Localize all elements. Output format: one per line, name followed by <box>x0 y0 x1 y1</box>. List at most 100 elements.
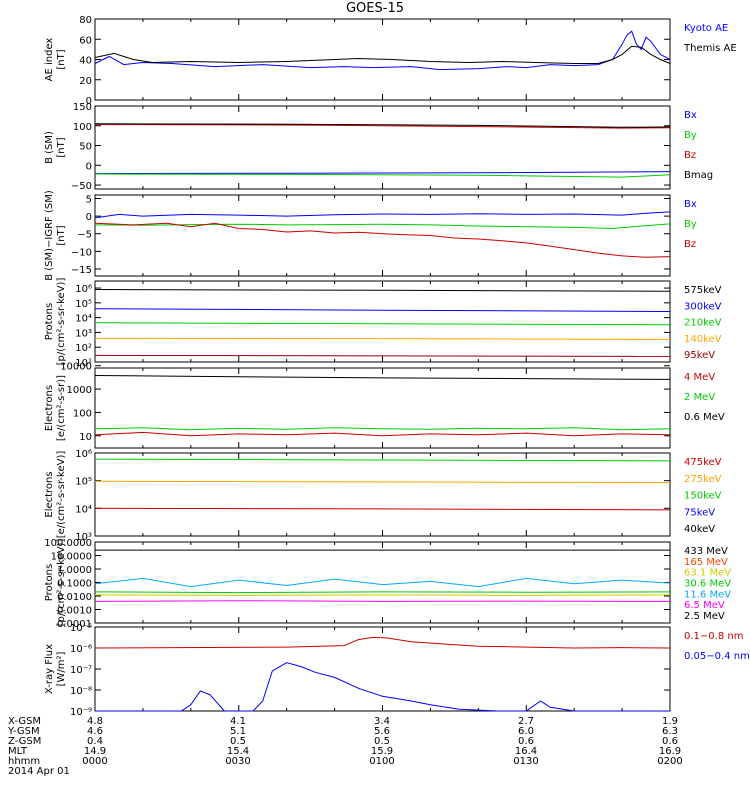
legend-entry: Bz <box>684 150 696 161</box>
y-axis-label: Protons <box>44 564 55 601</box>
series-line <box>94 211 671 219</box>
y-tick-label: 10³ <box>75 328 92 339</box>
y-tick-label: 0 <box>86 96 92 107</box>
series-line <box>94 636 671 649</box>
y-tick-label: 10⁻⁵ <box>70 623 92 634</box>
panel-5: 10 100 1000 10000 Electrons [e/(cm²-s-sr)] 4 M… <box>44 362 725 449</box>
ephem-row-label: X-GSM <box>8 716 41 727</box>
ephemeris-table: X-GSM 4.8 4.1 3.4 2.7 1.9 Y-GSM 4.6 5.1 5.6 6.0 6.3… <box>7 716 683 767</box>
y-tick-label: 10¹ <box>75 358 92 369</box>
series-line <box>94 308 671 312</box>
ephem-value: 4.6 <box>87 726 103 737</box>
ephem-value: 15.4 <box>227 746 249 757</box>
y-tick-label: 10000 <box>60 362 92 373</box>
y-tick-label: 1.0000 <box>57 565 92 576</box>
y-tick-label: −10 <box>71 247 92 258</box>
y-tick-label: 10⁴ <box>75 314 92 325</box>
legend-entry: Bx <box>684 199 697 210</box>
series-line <box>94 223 671 230</box>
y-axis-label: X-ray Flux <box>44 644 55 694</box>
y-axis-label: Electrons <box>44 385 55 431</box>
panel-frame <box>94 452 671 537</box>
series-line <box>95 662 670 712</box>
legend-entry: 275keV <box>684 474 722 485</box>
ephem-value: 6.3 <box>662 726 678 737</box>
y-tick-label: 1000 <box>67 385 92 396</box>
legend-entry: 0.1−0.8 nm <box>684 631 743 642</box>
y-axis-label: [nT] <box>56 137 67 157</box>
series-line <box>94 222 671 258</box>
series-line <box>94 480 671 484</box>
y-axis-label: B (SM) <box>44 131 55 164</box>
ephem-value: 0.6 <box>662 736 678 747</box>
y-axis-label: [p/(cm²-s-sr-keV)] <box>56 539 67 627</box>
y-tick-label: 60 <box>79 35 92 46</box>
legend-entry: 0.6 MeV <box>684 412 725 423</box>
panel-3: −15 −10 −5 0 5 B (SM)−IGRF (SM) [nT] Bx By Bz <box>44 190 697 281</box>
ephem-value: 0200 <box>657 756 682 767</box>
panel-2: −50 0 50 100 150 B (SM) [nT] Bx By Bz Bmag <box>44 102 713 192</box>
series-line <box>94 173 671 178</box>
series-line <box>94 600 671 602</box>
y-tick-label: 0 <box>86 212 92 223</box>
ephem-value: 0000 <box>82 756 107 767</box>
ephem-value: 14.9 <box>84 746 106 757</box>
ephem-value: 0.6 <box>518 736 534 747</box>
y-axis-label: Protons <box>44 303 55 340</box>
y-tick-label: 10⁻⁹ <box>70 707 92 718</box>
legend-entry: By <box>684 130 697 141</box>
panel-frame <box>94 541 671 624</box>
series-line <box>94 591 671 594</box>
y-tick-label: −5 <box>77 230 92 241</box>
legend-entry: Kyoto AE <box>684 23 728 34</box>
ephem-value: 0.5 <box>374 736 390 747</box>
y-tick-label: 100 <box>73 408 92 419</box>
date-label: 2014 Apr 01 <box>8 766 70 777</box>
y-axis-label: [nT] <box>56 49 67 69</box>
legend-entry: Bz <box>684 239 696 250</box>
legend-entry: 210keV <box>684 318 722 329</box>
series-line <box>94 375 671 380</box>
y-tick-label: 150 <box>73 102 92 113</box>
y-tick-label: 80 <box>79 15 92 26</box>
legend-entry: 4 MeV <box>684 372 715 383</box>
y-tick-label: 10.0000 <box>51 552 92 563</box>
ephem-value: 0100 <box>369 756 394 767</box>
legend-entry: 2.5 MeV <box>684 611 725 622</box>
y-tick-label: 20 <box>79 76 92 87</box>
series-line <box>94 322 671 326</box>
ephem-row-label: Y-GSM <box>7 726 40 737</box>
y-tick-label: 10⁻⁷ <box>70 665 92 676</box>
legend-entry: 30.6 MeV <box>684 579 731 590</box>
ephem-value: 0030 <box>225 756 250 767</box>
ephem-value: 5.1 <box>230 726 246 737</box>
ephem-value: 0.4 <box>87 736 103 747</box>
series-line <box>94 507 671 511</box>
legend-entry: 6.5 MeV <box>684 600 725 611</box>
y-tick-label: 0.0100 <box>57 592 92 603</box>
legend-entry: 2 MeV <box>684 392 715 403</box>
y-tick-label: 10⁵ <box>75 477 92 488</box>
series-line <box>94 354 671 357</box>
panel-1: 0 20 40 60 80 AE index [nT] Kyoto AE Themis AE <box>44 15 737 107</box>
ephem-value: 1.9 <box>662 716 678 727</box>
legend-entry: 150keV <box>684 491 722 502</box>
legend-entry: 475keV <box>684 457 722 468</box>
y-tick-label: 10⁴ <box>75 504 92 515</box>
series-line <box>94 431 671 437</box>
y-axis-label: [W/m²] <box>56 651 67 686</box>
legend-entry: 63.1 MeV <box>684 568 731 579</box>
panel-4: 10¹ 10² 10³ 10⁴ 10⁵ 10⁶ Protons [p/(cm²-s-sr-ke… <box>44 278 722 369</box>
series-line <box>94 458 671 462</box>
y-tick-label: 10² <box>75 343 92 354</box>
y-tick-label: −50 <box>71 181 92 192</box>
legend-entry: 140keV <box>684 334 722 345</box>
y-tick-label: 100.0000 <box>44 538 92 549</box>
ephem-value: 3.4 <box>374 716 390 727</box>
legend-entry: Themis AE <box>683 43 737 54</box>
panel-8: 10⁻⁹ 10⁻⁸ 10⁻⁷ 10⁻⁶ 10⁻⁵ X-ray Flux [W/m²] 0.1−… <box>44 623 750 718</box>
series-line <box>94 577 671 588</box>
legend-entry: By <box>684 219 697 230</box>
ephem-value: 4.1 <box>230 716 246 727</box>
